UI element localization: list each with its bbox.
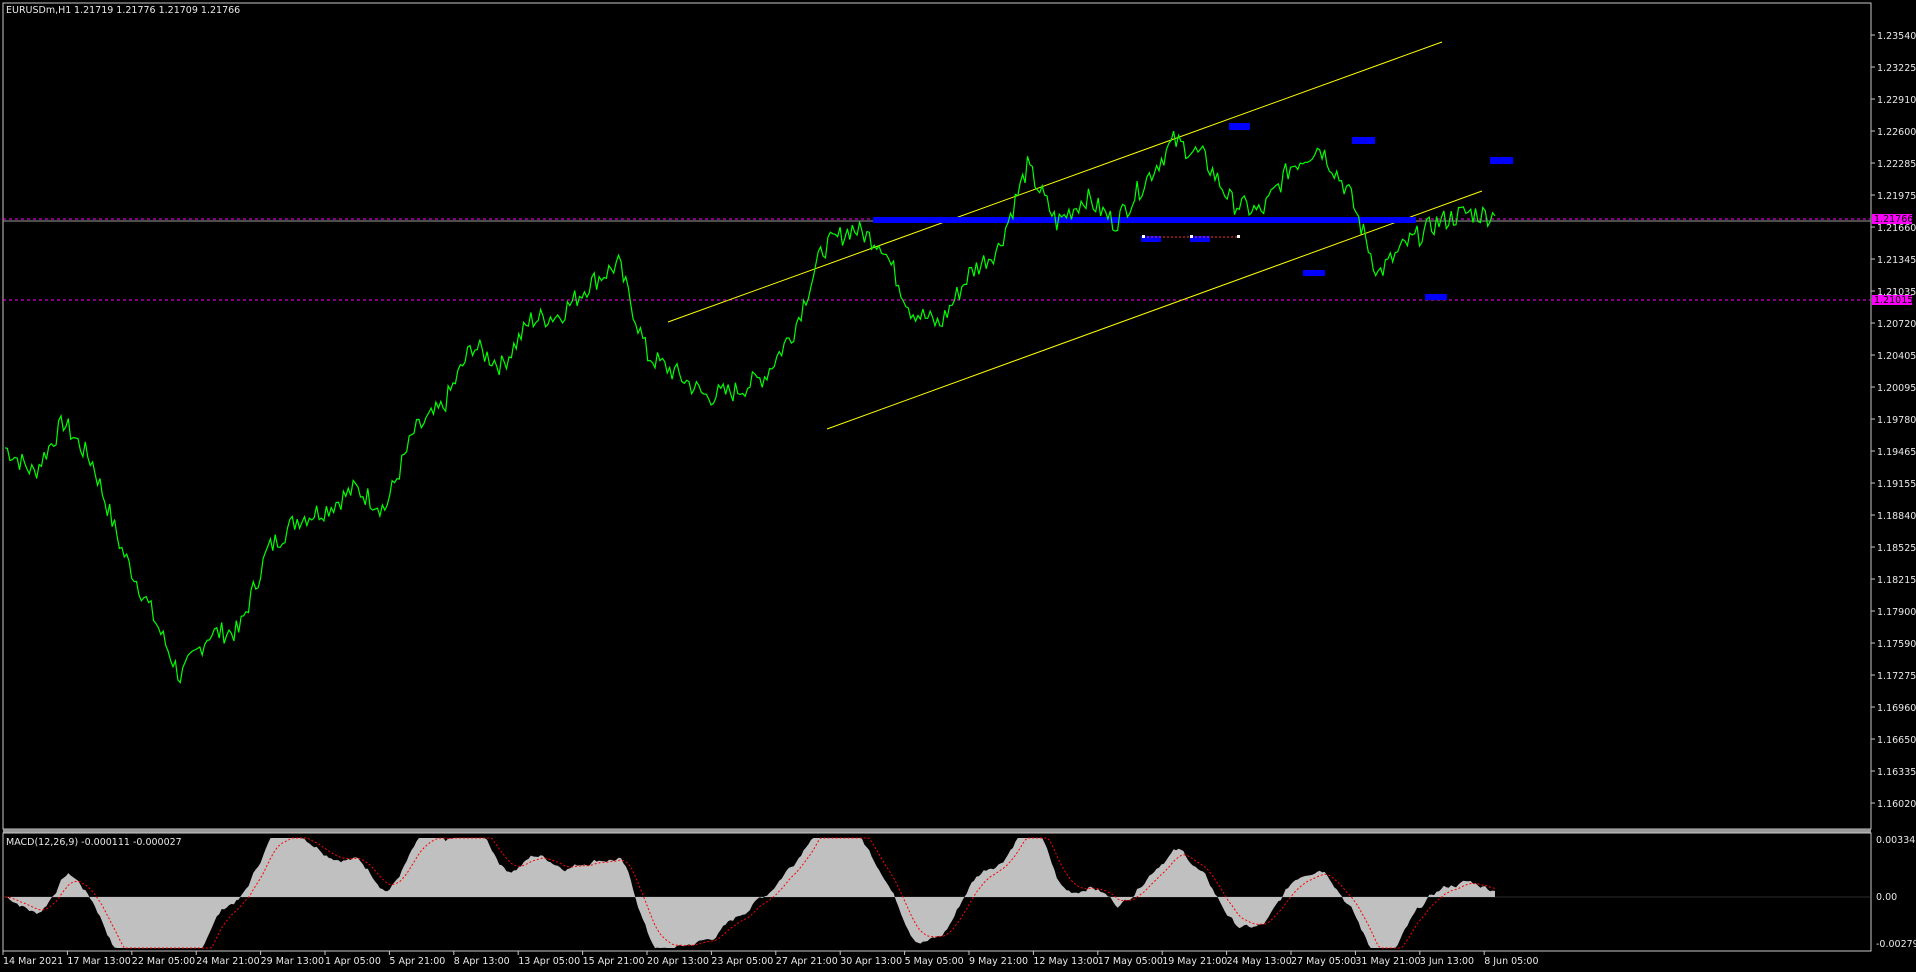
price-tick-label: 1.17275 — [1877, 671, 1916, 682]
symbol-label: EURUSDm,H1 — [6, 5, 71, 16]
time-tick-label: 27 Apr 21:00 — [776, 956, 838, 967]
time-tick-label: 24 Mar 21:00 — [196, 956, 259, 967]
time-tick-label: 8 Jun 05:00 — [1484, 956, 1538, 967]
zone-horizontal[interactable] — [873, 217, 1416, 223]
bid-price-tag — [1872, 214, 1912, 224]
macd-signal-line — [5, 837, 1496, 949]
time-tick-label: 3 Jun 13:00 — [1420, 956, 1474, 967]
red-marker-mid — [1190, 235, 1193, 238]
zone-top-2[interactable] — [1352, 137, 1375, 144]
time-tick-label: 5 Apr 21:00 — [389, 956, 445, 967]
price-tick-label: 1.21975 — [1877, 191, 1916, 202]
time-tick-label: 12 May 13:00 — [1033, 956, 1098, 967]
price-tick-label: 1.17590 — [1877, 639, 1916, 650]
time-tick-label: 13 Apr 05:00 — [518, 956, 580, 967]
zone-bottom-4[interactable] — [1425, 294, 1447, 300]
time-tick-label: 8 Apr 13:00 — [454, 956, 510, 967]
support-resistance-zones[interactable] — [873, 123, 1513, 300]
pane-separator[interactable] — [3, 829, 1871, 833]
price-tick-label: 1.21035 — [1877, 287, 1916, 298]
time-tick-label: 1 Apr 05:00 — [325, 956, 381, 967]
price-line — [4, 130, 1496, 684]
time-tick-label: 24 May 13:00 — [1227, 956, 1292, 967]
price-tick-label: 1.20720 — [1877, 319, 1916, 330]
macd-histogram — [5, 838, 1495, 948]
price-tick-label: 1.22600 — [1877, 127, 1916, 138]
time-tick-label: 19 May 21:00 — [1162, 956, 1227, 967]
time-tick-label: 20 Apr 13:00 — [647, 956, 709, 967]
time-tick-label: 31 May 21:00 — [1355, 956, 1420, 967]
red-marker-left — [1142, 235, 1145, 238]
price-tick-label: 1.19780 — [1877, 415, 1916, 426]
time-tick-label: 14 Mar 2021 — [3, 956, 63, 967]
time-tick-label: 23 Apr 05:00 — [711, 956, 773, 967]
price-tick-label: 1.16020 — [1877, 799, 1916, 810]
channel-lower-line[interactable] — [826, 190, 1483, 430]
price-tick-label: 1.22910 — [1877, 95, 1916, 106]
price-tick-label: 1.16650 — [1877, 735, 1916, 746]
time-tick-label: 15 Apr 21:00 — [583, 956, 645, 967]
red-marker-right — [1237, 235, 1240, 238]
price-tick-label: 1.23225 — [1877, 63, 1916, 74]
time-axis[interactable]: 14 Mar 2021 17 Mar 13:00 22 Mar 05:00 24 Ma… — [2, 951, 1539, 967]
price-tick-label: 1.17900 — [1877, 607, 1916, 618]
time-tick-label: 9 May 21:00 — [969, 956, 1028, 967]
macd-scale-top: 0.003342 — [1876, 835, 1916, 846]
zone-top-1[interactable] — [1229, 123, 1250, 130]
price-tick-label: 1.22285 — [1877, 159, 1916, 170]
time-tick-label: 29 Mar 13:00 — [261, 956, 324, 967]
price-tick-label: 1.16335 — [1877, 767, 1916, 778]
macd-scale-bottom: -0.002795 — [1876, 939, 1916, 950]
zone-bottom-1[interactable] — [1141, 236, 1161, 242]
price-tick-label: 1.21660 — [1877, 223, 1916, 234]
zone-right[interactable] — [1490, 157, 1513, 164]
time-tick-label: 30 Apr 13:00 — [840, 956, 902, 967]
main-chart-frame — [2, 2, 1872, 830]
level-price-label: 1.21015 — [1874, 295, 1913, 306]
bid-price-label: 1.21766 — [1874, 214, 1913, 225]
channel-upper-line[interactable] — [667, 41, 1443, 323]
price-tick-label: 1.21345 — [1877, 255, 1916, 266]
price-tick-label: 1.20095 — [1877, 383, 1916, 394]
price-tick-label: 1.19155 — [1877, 479, 1916, 490]
macd-scale-mid: 0.00 — [1876, 892, 1897, 903]
price-tick-label: 1.20405 — [1877, 351, 1916, 362]
level-price-tag — [1872, 295, 1912, 305]
zone-bottom-2[interactable] — [1190, 236, 1210, 242]
price-tick-label: 1.18525 — [1877, 543, 1916, 554]
ohlc-readout: 1.21719 1.21776 1.21709 1.21766 — [74, 5, 240, 16]
macd-label: MACD(12,26,9) -0.000111 -0.000027 — [6, 837, 182, 848]
price-tick-label: 1.18840 — [1877, 511, 1916, 522]
price-tick-label: 1.19465 — [1877, 447, 1916, 458]
time-tick-label: 17 May 05:00 — [1098, 956, 1163, 967]
time-tick-label: 22 Mar 05:00 — [132, 956, 195, 967]
price-tick-label: 1.16960 — [1877, 703, 1916, 714]
time-tick-label: 27 May 05:00 — [1291, 956, 1356, 967]
price-scale[interactable]: 1.23540 1.23225 1.22910 1.22600 1.22285 1.219… — [1871, 31, 1916, 810]
price-tick-label: 1.23540 — [1877, 31, 1916, 42]
time-tick-label: 17 Mar 13:00 — [67, 956, 130, 967]
zone-bottom-3[interactable] — [1303, 270, 1325, 276]
price-tick-label: 1.18215 — [1877, 575, 1916, 586]
time-tick-label: 5 May 05:00 — [905, 956, 964, 967]
